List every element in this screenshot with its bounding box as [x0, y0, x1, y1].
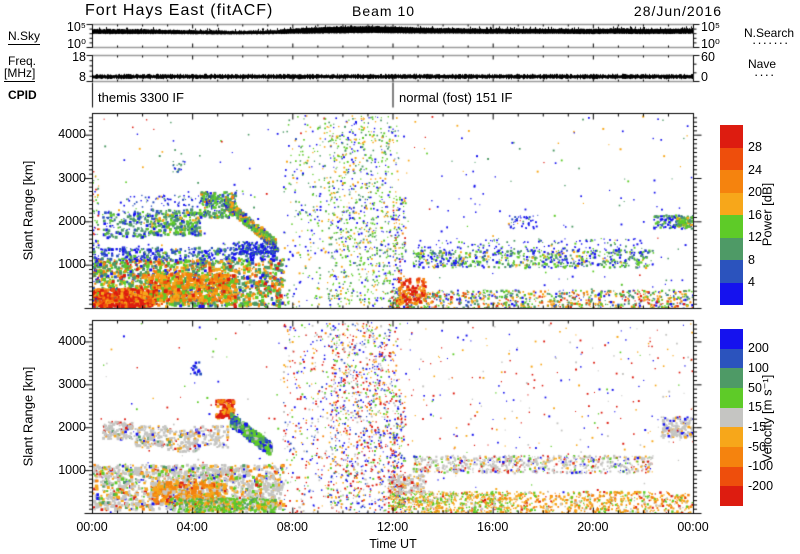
velocity-range-axis-title: Slant Range [km] — [20, 366, 36, 467]
power-colorbar-segment — [720, 215, 743, 238]
velocity-colorbar-segment — [720, 368, 743, 389]
power-colorbar-tick-label: 8 — [748, 252, 755, 267]
velocity-colorbar-segment — [720, 427, 743, 448]
noise-trace-canvas — [92, 24, 693, 47]
power-colorbar-tick-label: 4 — [748, 275, 755, 289]
nave-ytick-top: 60 — [701, 50, 715, 64]
power-colorbar — [720, 125, 743, 305]
beam-label: Beam 10 — [352, 3, 416, 19]
power-colorbar-tick-label: 20 — [748, 185, 762, 199]
page-title: Fort Hays East (fitACF) — [85, 2, 274, 19]
x-tick-label: 00:00 — [677, 520, 709, 534]
velocity-colorbar-segment — [720, 466, 743, 487]
velocity-colorbar-tick-label: 50 — [748, 380, 762, 395]
noise-ytick-top: 10⁵ — [66, 20, 86, 34]
power-range-tick-label: 1000 — [58, 257, 86, 272]
date-label: 28/Jun/2016 — [633, 3, 722, 19]
noise-panel-label: N.Sky — [8, 29, 41, 45]
power-range-tick-label: 4000 — [58, 127, 86, 142]
freq-panel-label-line1: Freq. — [8, 54, 37, 68]
velocity-colorbar-tick-label: 200 — [748, 341, 769, 356]
velocity-colorbar-tick-label: -15 — [748, 419, 767, 434]
x-tick-label: 08:00 — [276, 520, 308, 534]
noise-ytick-bottom: 10⁰ — [67, 37, 86, 51]
velocity-colorbar — [720, 329, 743, 507]
velocity-colorbar-tick-label: 15 — [748, 400, 762, 415]
nsearch-label: N.Search — [744, 26, 795, 40]
x-tick-label: 00:00 — [76, 520, 108, 534]
nave-label: Nave — [748, 57, 777, 71]
power-colorbar-segment — [720, 237, 743, 260]
cpid-segment-2: normal (fost) 151 IF — [399, 90, 513, 105]
power-colorbar-tick-label: 16 — [748, 207, 762, 222]
velocity-range-tick-label: 4000 — [58, 333, 86, 348]
velocity-colorbar-tick-label: 100 — [748, 360, 769, 375]
velocity-colorbar-segment — [720, 486, 743, 507]
velocity-colorbar-tick-label: -50 — [748, 439, 767, 454]
nsearch-ytick-top: 10⁵ — [701, 20, 721, 34]
power-colorbar-segment — [720, 282, 743, 305]
x-tick-label: 20:00 — [577, 520, 609, 534]
power-range-tick-label: 3000 — [58, 170, 86, 185]
velocity-colorbar-tick-label: -200 — [748, 478, 774, 493]
power-colorbar-segment — [720, 125, 743, 148]
x-tick-label: 04:00 — [176, 520, 208, 534]
power-colorbar-tick-label: 28 — [748, 140, 762, 154]
velocity-colorbar-segment — [720, 329, 743, 349]
freq-ytick-bottom: 8 — [79, 70, 86, 84]
cpid-label: CPID — [8, 88, 37, 102]
velocity-colorbar-segment — [720, 388, 743, 408]
x-tick-label: 12:00 — [376, 520, 409, 534]
power-range-tick-label: 2000 — [58, 213, 86, 228]
power-colorbar-segment — [720, 170, 743, 193]
cpid-segment-1: themis 3300 IF — [98, 90, 184, 105]
nsearch-legend-dotted-line: ······· — [752, 35, 790, 50]
time-axis-title: Time UT — [369, 537, 417, 551]
velocity-colorbar-segment — [720, 447, 743, 467]
velocity-range-tick-label: 3000 — [58, 376, 86, 391]
velocity-rti-canvas — [92, 320, 693, 513]
velocity-colorbar-segment — [720, 407, 743, 428]
power-colorbar-segment — [720, 260, 743, 283]
velocity-range-tick-label: 2000 — [58, 419, 86, 434]
velocity-colorbar-segment — [720, 348, 743, 369]
power-colorbar-segment — [720, 147, 743, 170]
nave-legend-dotted-line: ···· — [754, 67, 776, 82]
power-range-axis-title: Slant Range [km] — [20, 160, 36, 261]
frequency-trace-canvas — [92, 55, 693, 81]
freq-panel-label-line2: [MHz] — [4, 66, 36, 82]
power-rti-canvas — [92, 113, 693, 308]
nave-ytick-bottom: 0 — [701, 70, 708, 84]
power-colorbar-tick-label: 12 — [748, 230, 762, 244]
power-colorbar-tick-label: 24 — [748, 162, 762, 177]
x-tick-label: 16:00 — [477, 520, 509, 534]
power-colorbar-title: Power [dB] — [759, 182, 775, 247]
power-colorbar-segment — [720, 192, 743, 215]
nsearch-ytick-bottom: 10⁰ — [701, 37, 720, 51]
freq-ytick-top: 18 — [72, 50, 86, 64]
velocity-range-tick-label: 1000 — [58, 462, 86, 477]
velocity-colorbar-tick-label: -100 — [748, 459, 774, 474]
